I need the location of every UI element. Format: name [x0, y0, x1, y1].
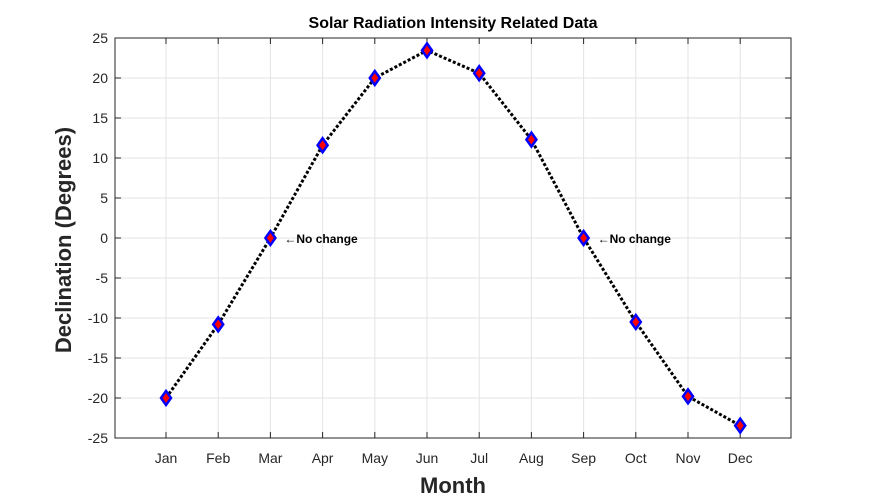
- y-tick-label: 20: [92, 70, 108, 86]
- y-tick-label: 0: [100, 230, 108, 246]
- x-tick-label: Jun: [416, 450, 439, 466]
- x-tick-label: May: [362, 450, 388, 466]
- y-tick-label: 10: [92, 150, 108, 166]
- x-tick-label: Mar: [258, 450, 282, 466]
- data-point-sep: [577, 228, 591, 248]
- y-axis-label: Declination (Degrees): [51, 127, 76, 353]
- data-point-nov: [681, 387, 695, 406]
- x-tick-label: Sep: [571, 450, 596, 466]
- y-tick-label: -10: [88, 310, 108, 326]
- y-tick-label: -5: [96, 270, 109, 286]
- y-tick-label: 15: [92, 110, 108, 126]
- x-tick-label: Jan: [155, 450, 178, 466]
- grid: [115, 38, 791, 438]
- x-tick-label: Oct: [625, 450, 647, 466]
- x-tick-label: Jul: [470, 450, 488, 466]
- data-point-oct: [629, 312, 643, 332]
- data-point-may: [368, 68, 382, 88]
- x-tick-label: Aug: [519, 450, 544, 466]
- annotation-no-change: ←No change: [598, 232, 672, 246]
- data-point-jun: [420, 41, 434, 60]
- data-point-dec: [733, 416, 747, 435]
- series-line: [164, 48, 741, 427]
- y-tick-label: 5: [100, 190, 108, 206]
- y-tick-label: -15: [88, 350, 108, 366]
- annotation-no-change: ←No change: [284, 232, 358, 246]
- series-declination: [159, 41, 747, 435]
- chart-title: Solar Radiation Intensity Related Data: [309, 15, 598, 32]
- y-tick-label: -20: [88, 390, 108, 406]
- x-axis-ticks: Jan Feb Mar Apr May Jun Jul Aug Sep Oct Nov Dec: [155, 38, 753, 466]
- data-point-apr: [316, 136, 330, 155]
- y-tick-label: -25: [88, 430, 108, 446]
- data-point-jan: [159, 388, 173, 408]
- y-axis-ticks: -25 -20 -15 -10 -5 0 5 10 15 20 25: [88, 30, 791, 446]
- data-point-jul: [472, 64, 486, 83]
- data-point-aug: [524, 130, 538, 149]
- data-point-feb: [211, 315, 225, 334]
- x-tick-label: Apr: [312, 450, 334, 466]
- x-axis-label: Month: [420, 473, 486, 498]
- y-tick-label: 25: [92, 30, 108, 46]
- annotations: ←No change ←No change: [284, 232, 671, 246]
- x-tick-label: Feb: [206, 450, 230, 466]
- x-tick-label: Nov: [676, 450, 701, 466]
- data-point-mar: [263, 228, 277, 248]
- x-tick-label: Dec: [728, 450, 753, 466]
